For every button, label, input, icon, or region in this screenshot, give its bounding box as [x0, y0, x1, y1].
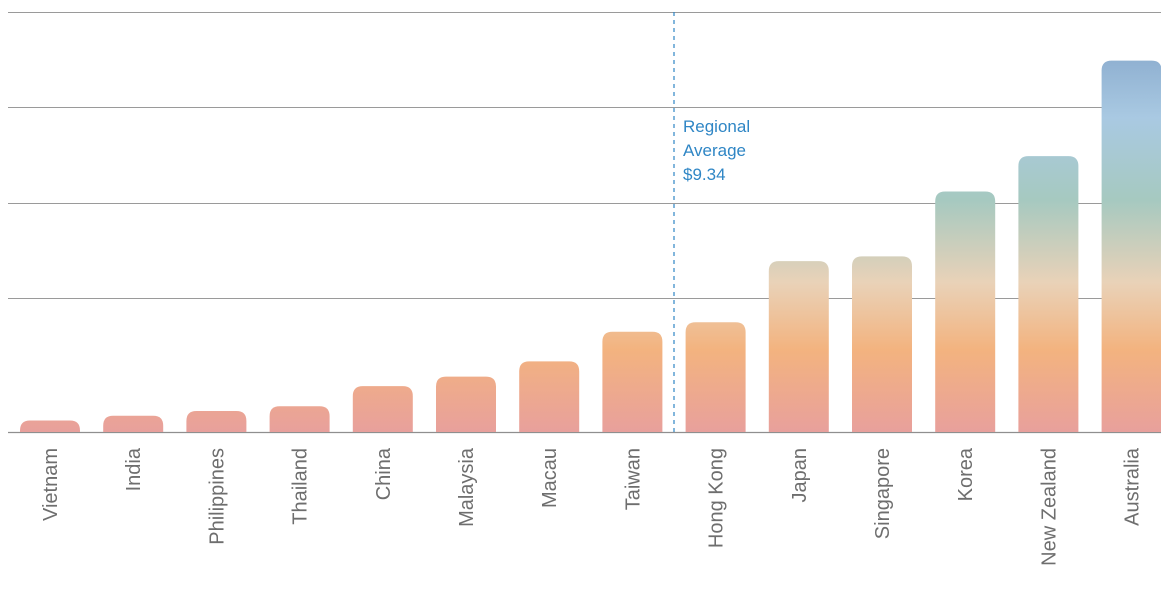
regional-average-marker: Regional Average $9.34	[673, 12, 750, 432]
category-label-thailand: Thailand	[290, 448, 312, 525]
bar-japan	[768, 261, 829, 432]
bar-singapore	[852, 256, 912, 432]
bar-india	[103, 415, 164, 432]
category-label-australia: Australia	[1122, 447, 1144, 526]
bar-china	[352, 386, 413, 432]
average-label-line1: Regional	[683, 117, 750, 136]
category-label-japan: Japan	[789, 448, 811, 503]
bar-new-zealand	[1018, 156, 1079, 433]
category-label-singapore: Singapore	[872, 448, 894, 539]
bar-hong-kong	[685, 322, 746, 432]
category-labels: Vietnam India Philippines Thailand China Mala…	[40, 447, 1144, 566]
bar-malaysia	[436, 376, 496, 432]
category-label-hong-kong: Hong Kong	[706, 448, 728, 548]
category-label-malaysia: Malaysia	[456, 447, 478, 527]
category-label-philippines: Philippines	[206, 448, 228, 545]
category-label-taiwan: Taiwan	[622, 448, 644, 510]
average-label-line2: Average	[683, 141, 746, 160]
category-label-vietnam: Vietnam	[40, 448, 62, 521]
bar-macau	[519, 361, 580, 432]
category-label-macau: Macau	[539, 448, 561, 508]
bar-taiwan	[602, 331, 663, 432]
gridlines	[8, 12, 1161, 434]
category-label-china: China	[373, 447, 395, 500]
bar-thailand	[269, 406, 330, 432]
category-label-new-zealand: New Zealand	[1038, 448, 1060, 566]
bar-philippines	[186, 411, 247, 432]
bar-vietnam	[20, 420, 80, 432]
bars	[20, 60, 1161, 433]
category-label-korea: Korea	[955, 447, 977, 501]
bar-korea	[935, 191, 996, 432]
bar-australia	[1101, 60, 1161, 432]
average-label-line3: $9.34	[683, 165, 726, 184]
category-label-india: India	[123, 447, 145, 491]
